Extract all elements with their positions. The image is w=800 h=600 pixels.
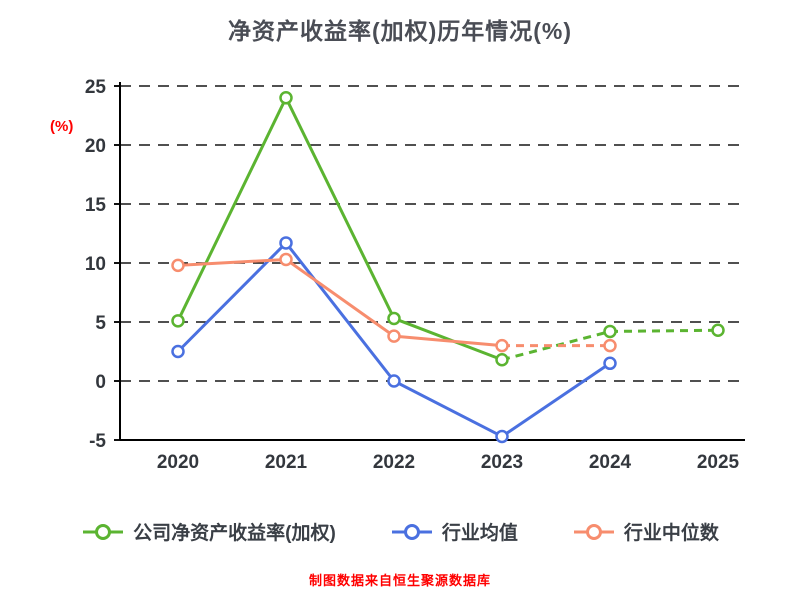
series-2-segment: [393, 334, 503, 348]
chart-legend: 公司净资产收益率(加权) 行业均值 行业中位数: [0, 518, 800, 545]
legend-item-industry-mean: 行业均值: [390, 518, 518, 545]
series-0-segment: [176, 97, 288, 322]
legend-label-industry-mean: 行业均值: [441, 523, 518, 544]
series-1-marker: [279, 236, 293, 250]
series-0-segment: [393, 317, 503, 362]
x-tick-label: 2025: [697, 452, 740, 473]
series-0-marker: [495, 353, 509, 367]
series-1-segment: [284, 242, 396, 382]
series-0-marker: [387, 311, 401, 326]
y-tick-label: 10: [85, 254, 106, 275]
legend-marker-blue-circle-icon: [391, 523, 432, 540]
series-2-segment: [285, 258, 395, 338]
series-0-marker: [711, 323, 725, 338]
series-2-marker: [495, 338, 509, 353]
series-0-marker: [171, 314, 185, 328]
series-0-segment: [609, 328, 719, 333]
legend-marker-orange-circle-icon: [573, 523, 614, 540]
y-tick-label: 5: [95, 313, 106, 334]
y-tick-label: 20: [85, 136, 106, 157]
x-tick-label: 2024: [589, 452, 632, 473]
x-tick-label: 2021: [265, 452, 308, 473]
legend-item-company-roe: 公司净资产收益率(加权): [81, 518, 336, 545]
y-tick-label: 25: [85, 77, 107, 98]
chart-title: 净资产收益率(加权)历年情况(%): [227, 18, 573, 44]
series-2-marker: [171, 258, 185, 273]
series-1-marker: [171, 344, 185, 359]
series-1-marker: [603, 356, 617, 371]
series-2-marker: [603, 338, 617, 353]
legend-label-industry-median: 行业中位数: [623, 523, 719, 544]
y-tick-label: 0: [95, 372, 106, 393]
legend-label-company-roe: 公司净资产收益率(加权): [133, 523, 336, 544]
series-0-segment: [501, 329, 611, 362]
legend-item-industry-median: 行业中位数: [572, 518, 719, 545]
series-1-marker: [495, 429, 509, 444]
series-2-segment: [177, 257, 287, 267]
data-source-note: 制图数据来自恒生聚源数据库: [308, 573, 491, 588]
x-tick-label: 2022: [373, 452, 415, 473]
series-1-segment: [393, 379, 503, 438]
y-tick-label: 15: [85, 195, 107, 216]
x-tick-label: 2020: [157, 452, 199, 473]
series-0-segment: [284, 97, 396, 320]
series-1-segment: [501, 362, 611, 438]
y-axis-unit-label: (%): [50, 118, 74, 135]
x-tick-label: 2023: [481, 452, 523, 473]
y-tick-label: -5: [89, 431, 106, 452]
series-1-marker: [387, 374, 401, 388]
series-2-marker: [279, 252, 293, 267]
series-0-marker: [279, 91, 293, 105]
series-0-marker: [603, 324, 617, 339]
series-2-marker: [387, 329, 401, 343]
line-chart: 25 20 15 10 5 0 -5 2020 2021 2022 2023 2024 2025: [85, 77, 745, 473]
legend-marker-green-circle-icon: [83, 523, 124, 540]
